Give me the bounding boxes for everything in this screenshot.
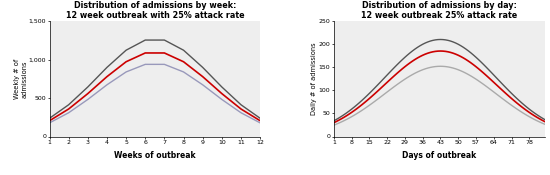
- Line: Max: Max: [50, 40, 260, 118]
- Most likely: [434, 50, 441, 52]
- Max: [65, 104, 72, 106]
- Most: [65, 108, 72, 110]
- Title: Distribution of admissions by week:
12 week outbreak with 25% attack rate: Distribution of admissions by week: 12 w…: [65, 1, 244, 20]
- Line: Minimum scenario: Minimum scenario: [334, 66, 544, 125]
- Min: [238, 112, 244, 114]
- Maximum scenario: [331, 120, 337, 122]
- Max: [46, 117, 53, 119]
- Max: [238, 104, 244, 106]
- Line: Min: Min: [50, 64, 260, 123]
- Line: Most likely: Most likely: [334, 51, 544, 123]
- Most: [238, 108, 244, 110]
- Most: [85, 93, 91, 95]
- Most likely: [343, 115, 350, 117]
- Minimum scenario: [541, 123, 548, 125]
- Max: [103, 66, 110, 68]
- Most likely: [493, 84, 499, 86]
- Most likely: [331, 122, 337, 124]
- Most: [142, 52, 148, 54]
- Most likely: [333, 120, 340, 122]
- X-axis label: Days of outbreak: Days of outbreak: [402, 150, 476, 160]
- Line: Maximum scenario: Maximum scenario: [334, 40, 544, 121]
- Min: [161, 63, 168, 65]
- Max: [218, 86, 225, 88]
- Min: [103, 84, 110, 86]
- Max: [180, 49, 187, 51]
- Maximum scenario: [493, 77, 499, 79]
- Maximum scenario: [503, 87, 510, 89]
- Maximum scenario: [343, 112, 350, 114]
- Min: [142, 63, 148, 65]
- Most: [200, 76, 206, 78]
- Max: [85, 86, 91, 88]
- Min: [85, 98, 91, 100]
- Minimum scenario: [333, 123, 340, 125]
- Max: [200, 66, 206, 68]
- Max: [257, 117, 263, 119]
- Maximum scenario: [541, 118, 548, 120]
- Minimum scenario: [493, 93, 499, 95]
- Max: [161, 39, 168, 41]
- Max: [123, 49, 129, 51]
- Maximum scenario: [437, 38, 444, 41]
- Most likely: [437, 50, 444, 52]
- Most likely: [503, 93, 510, 95]
- Min: [218, 98, 225, 100]
- Min: [200, 84, 206, 86]
- Line: Most: Most: [50, 53, 260, 121]
- Min: [180, 71, 187, 73]
- Minimum scenario: [437, 65, 444, 67]
- Max: [142, 39, 148, 41]
- Maximum scenario: [425, 41, 431, 43]
- Most likely: [541, 120, 548, 122]
- Min: [257, 122, 263, 124]
- Most likely: [425, 52, 431, 54]
- Minimum scenario: [343, 118, 350, 120]
- Most: [257, 120, 263, 122]
- Min: [65, 112, 72, 114]
- X-axis label: Weeks of outbreak: Weeks of outbreak: [114, 150, 196, 160]
- Most: [180, 61, 187, 63]
- Maximum scenario: [434, 38, 441, 41]
- Title: Distribution of admissions by day:
12 week outbreak 25% attack rate: Distribution of admissions by day: 12 we…: [361, 1, 518, 20]
- Minimum scenario: [503, 100, 510, 103]
- Most: [46, 120, 53, 122]
- Min: [46, 122, 53, 124]
- Most: [161, 52, 168, 54]
- Y-axis label: Weekly # of
admissions: Weekly # of admissions: [14, 59, 27, 99]
- Maximum scenario: [333, 118, 340, 120]
- Minimum scenario: [331, 124, 337, 126]
- Minimum scenario: [425, 67, 431, 69]
- Most: [218, 93, 225, 95]
- Most: [123, 61, 129, 63]
- Most: [103, 76, 110, 78]
- Minimum scenario: [434, 65, 441, 67]
- Min: [123, 71, 129, 73]
- Y-axis label: Daily # of admissions: Daily # of admissions: [311, 43, 317, 115]
